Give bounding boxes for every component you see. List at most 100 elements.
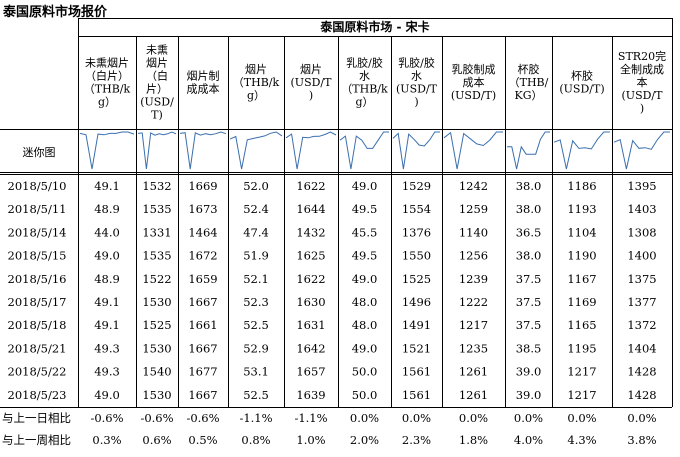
column-header-line: （白片） bbox=[85, 69, 129, 83]
row-date: 2018/5/23 bbox=[8, 388, 67, 402]
table-cell: 1642 bbox=[296, 341, 325, 355]
column-header-line: g） bbox=[355, 96, 373, 109]
summary-cell: -0.6% bbox=[186, 411, 219, 425]
table-cell: 1491 bbox=[402, 318, 431, 332]
table-cell: 1193 bbox=[567, 202, 596, 216]
table-cell: 1239 bbox=[459, 272, 488, 286]
table-cell: 1530 bbox=[142, 295, 171, 309]
table-cell: 1242 bbox=[459, 179, 488, 193]
column-header-line: 烟片 bbox=[300, 62, 322, 76]
table-cell: 1672 bbox=[188, 249, 217, 263]
table-cell: 1428 bbox=[627, 365, 656, 379]
table-cell: 1550 bbox=[402, 249, 431, 263]
table-cell: 1403 bbox=[627, 202, 656, 216]
summary-cell: 1.8% bbox=[459, 433, 488, 447]
table-cell: 49.1 bbox=[94, 179, 120, 193]
table-cell: 1376 bbox=[402, 225, 431, 239]
column-header-line: T) bbox=[151, 109, 163, 122]
table-cell: 1622 bbox=[296, 272, 325, 286]
row-date: 2018/5/14 bbox=[8, 225, 67, 239]
table-cell: 1496 bbox=[402, 295, 431, 309]
column-header-line: ) bbox=[640, 102, 644, 115]
sparkline bbox=[179, 131, 227, 170]
table-cell: 39.0 bbox=[516, 388, 542, 402]
table-cell: 52.5 bbox=[243, 318, 269, 332]
table-cell: 38.5 bbox=[516, 341, 542, 355]
table-cell: 1631 bbox=[296, 318, 325, 332]
table-cell: 1372 bbox=[627, 318, 656, 332]
table-cell: 53.1 bbox=[243, 365, 269, 379]
column-header-line: STR20完 bbox=[618, 49, 666, 63]
column-header-line: ) bbox=[309, 89, 313, 102]
column-header-line: 未熏烟片 bbox=[85, 56, 129, 70]
column-header-line: 成本 bbox=[463, 75, 485, 89]
table-cell: 1104 bbox=[567, 225, 596, 239]
table-cell: 36.5 bbox=[516, 225, 542, 239]
table-cell: 1561 bbox=[402, 388, 431, 402]
table-cell: 49.0 bbox=[94, 249, 120, 263]
table-cell: 1644 bbox=[296, 202, 325, 216]
summary-cell: 0.0% bbox=[459, 411, 488, 425]
table-cell: 1235 bbox=[459, 341, 488, 355]
row-date: 2018/5/16 bbox=[8, 272, 67, 286]
table-cell: 1535 bbox=[142, 249, 171, 263]
table-cell: 52.3 bbox=[243, 295, 269, 309]
table-cell: 49.5 bbox=[352, 249, 378, 263]
sparkline bbox=[553, 131, 610, 170]
summary-cell: 0.3% bbox=[92, 433, 121, 447]
table-cell: 48.0 bbox=[352, 318, 378, 332]
table-cell: 1195 bbox=[567, 341, 596, 355]
sparkline bbox=[339, 131, 389, 170]
table-cell: 1667 bbox=[188, 388, 217, 402]
column-header-line: g） bbox=[247, 89, 265, 102]
table-cell: 1530 bbox=[142, 388, 171, 402]
row-date: 2018/5/17 bbox=[8, 295, 67, 309]
column-header-line: （THB/k bbox=[341, 83, 388, 96]
table-cell: 1561 bbox=[402, 365, 431, 379]
sparkline bbox=[229, 131, 283, 170]
column-header-line: 乳胶制成 bbox=[452, 62, 496, 76]
table-cell: 39.0 bbox=[516, 365, 542, 379]
row-date: 2018/5/10 bbox=[8, 179, 67, 193]
column-header-line: （THB/ bbox=[509, 76, 549, 89]
summary-cell: 0.6% bbox=[142, 433, 171, 447]
table-cell: 1400 bbox=[627, 249, 656, 263]
row-date: 2018/5/11 bbox=[8, 202, 67, 216]
table-cell: 47.4 bbox=[243, 225, 269, 239]
summary-cell: 2.0% bbox=[350, 433, 379, 447]
column-header-line: (USD/T bbox=[396, 83, 438, 96]
table-cell: 52.9 bbox=[243, 341, 269, 355]
table-cell: 1169 bbox=[567, 295, 596, 309]
table-cell: 49.5 bbox=[352, 202, 378, 216]
column-header-line: 杯胶 bbox=[518, 62, 540, 76]
table-cell: 1256 bbox=[459, 249, 488, 263]
column-header-line: KG） bbox=[514, 89, 542, 102]
table-cell: 1395 bbox=[627, 179, 656, 193]
column-header-line: 水 bbox=[359, 70, 370, 83]
column-header-line: 烟片制 bbox=[187, 69, 220, 83]
table-cell: 1377 bbox=[627, 295, 656, 309]
column-header-line: 片） bbox=[146, 83, 168, 96]
table-cell: 45.5 bbox=[352, 225, 378, 239]
table-cell: 38.0 bbox=[516, 179, 542, 193]
table-cell: 38.0 bbox=[516, 249, 542, 263]
table-cell: 1186 bbox=[567, 179, 596, 193]
table-cell: 37.5 bbox=[516, 295, 542, 309]
row-date: 2018/5/22 bbox=[8, 365, 67, 379]
table-cell: 1677 bbox=[188, 365, 217, 379]
summary-cell: 4.0% bbox=[514, 433, 543, 447]
table-cell: 1217 bbox=[567, 365, 596, 379]
table-cell: 1217 bbox=[567, 388, 596, 402]
table-cell: 1522 bbox=[142, 272, 171, 286]
column-header-line: 烟片 bbox=[245, 62, 267, 76]
summary-cell: -0.6% bbox=[90, 411, 123, 425]
table-cell: 1525 bbox=[402, 272, 431, 286]
table-cell: 48.9 bbox=[94, 202, 120, 216]
summary-cell: 0.8% bbox=[241, 433, 270, 447]
column-header-line: （白 bbox=[146, 69, 168, 83]
sparkline bbox=[443, 131, 503, 170]
column-header-line: 乳胶/胶 bbox=[398, 56, 435, 70]
table-cell: 1525 bbox=[142, 318, 171, 332]
table-cell: 1657 bbox=[296, 365, 325, 379]
table-cell: 49.3 bbox=[94, 365, 120, 379]
